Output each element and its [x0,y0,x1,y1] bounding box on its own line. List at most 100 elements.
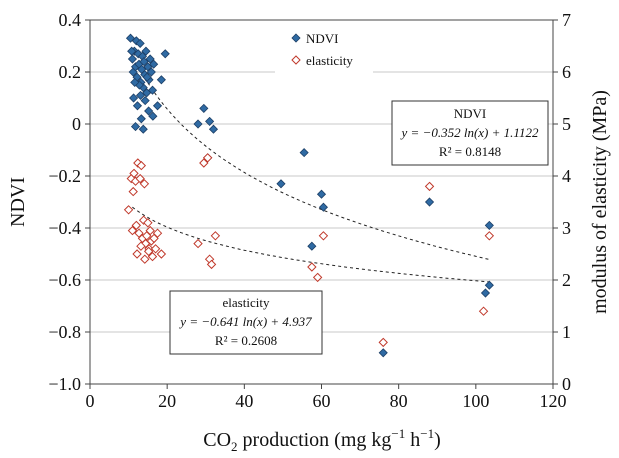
ndvi-point [127,54,138,64]
ndvi-point [276,179,286,189]
elasticity-point [140,254,150,264]
ndvi-equation-r2: R² = 0.8148 [439,144,501,159]
y-left-tick-label: 0.4 [59,10,82,30]
ndvi-point [148,111,158,121]
ndvi-point [160,49,170,59]
y-left-tick-label: −0.8 [48,322,81,342]
ndvi-point [156,75,166,85]
y-axis-left-title: NDVI [7,177,29,227]
ndvi-point [149,59,159,69]
axis-ticks: −1.0 −0.8 −0.6 −0.4 −0.2 0 0.2 0.4 0 1 2 3 4 5 6 7 0 20 40… [48,10,571,411]
ndvi-point [132,101,143,111]
elasticity-point [128,186,138,197]
y-left-tick-label: −1.0 [48,374,81,394]
x-tick-label: 20 [158,391,176,411]
elasticity-point [139,179,150,189]
ndvi-equation-box: NDVI y = −0.352 ln(x) + 1.1122 R² = 0.81… [391,100,549,166]
ndvi-point [208,124,219,134]
x-tick-label: 0 [86,391,95,411]
y-left-tick-label: 0 [72,114,81,134]
elasticity-point [484,231,495,241]
y-right-tick-label: 1 [562,322,571,342]
ndvi-point [130,122,141,132]
elasticity-equation-formula: y = −0.641 ln(x) + 4.937 [178,314,312,329]
elasticity-point [136,160,147,171]
ndvi-point [136,114,146,124]
elasticity-equation-r2: R² = 0.2608 [215,333,277,348]
x-axis-title: CO2 production (mg kg−1 h−1) [203,426,441,454]
elasticity-point [131,220,142,231]
ndvi-point [424,197,435,207]
ndvi-point [199,103,209,113]
ndvi-equation-frame [391,100,549,166]
y-left-tick-label: −0.4 [48,218,81,238]
data-points [123,33,495,358]
ndvi-point [484,280,494,290]
trendline-NDVI [147,82,490,260]
legend-background [275,27,373,73]
elasticity-point [129,168,139,179]
legend: NDVI elasticity [275,27,373,73]
y-right-tick-label: 3 [562,218,571,238]
ndvi-point [141,46,151,56]
ndvi-point [129,93,139,103]
trendlines [132,82,490,283]
y-right-tick-label: 4 [562,166,571,186]
y-right-tick-label: 7 [562,10,571,30]
elasticity-point [138,215,149,225]
legend-marker-ndvi [291,33,301,43]
elasticity-point [210,231,221,241]
elasticity-point [152,228,163,238]
ndvi-point [144,106,154,116]
legend-label-ndvi: NDVI [306,31,339,46]
ndvi-point [480,288,491,298]
elasticity-point [127,225,138,236]
x-tick-label: 80 [390,391,408,411]
elasticity-point [156,249,167,259]
ndvi-point [318,202,328,212]
y-right-tick-label: 0 [562,374,571,394]
ndvi-point [316,189,327,199]
y-left-tick-label: −0.6 [48,270,81,290]
y-axis-right-title: modulus of elasticity (MPa) [589,90,611,314]
y-left-tick-label: −0.2 [48,166,81,186]
elasticity-point [132,249,142,259]
ndvi-point [142,72,152,82]
trendline-elasticity [132,206,490,283]
elasticity-point [318,231,329,241]
ndvi-point [193,119,203,129]
elasticity-point [193,238,203,249]
elasticity-point [143,218,153,228]
ndvi-point [145,54,155,64]
ndvi-equation-formula: y = −0.352 ln(x) + 1.1122 [400,125,539,140]
ndvi-equation-title: NDVI [454,106,487,121]
ndvi-point [130,77,140,87]
ndvi-point [378,348,388,358]
x-tick-label: 120 [540,391,567,411]
y-right-tick-label: 2 [562,270,571,290]
ndvi-point [147,85,158,95]
elasticity-point [136,241,146,251]
ndvi-point [146,67,156,77]
ndvi-point [139,57,149,67]
ndvi-point [152,101,163,111]
x-tick-label: 100 [462,391,489,411]
ndvi-point [484,220,494,230]
ndvi-point [138,124,148,134]
elasticity-point [123,205,134,215]
x-tick-label: 40 [235,391,253,411]
elasticity-point [135,173,145,184]
legend-marker-elasticity [291,55,301,65]
elasticity-point [378,337,388,348]
ndvi-point [140,96,150,106]
elasticity-point [478,306,489,316]
elasticity-point [150,244,161,254]
elasticity-equation-frame [169,290,323,355]
ndvi-point [307,241,317,251]
elasticity-point [145,225,155,236]
y-right-tick-label: 6 [562,62,571,82]
elasticity-point [143,246,154,257]
ndvi-point [135,38,145,48]
ndvi-point [299,148,309,158]
